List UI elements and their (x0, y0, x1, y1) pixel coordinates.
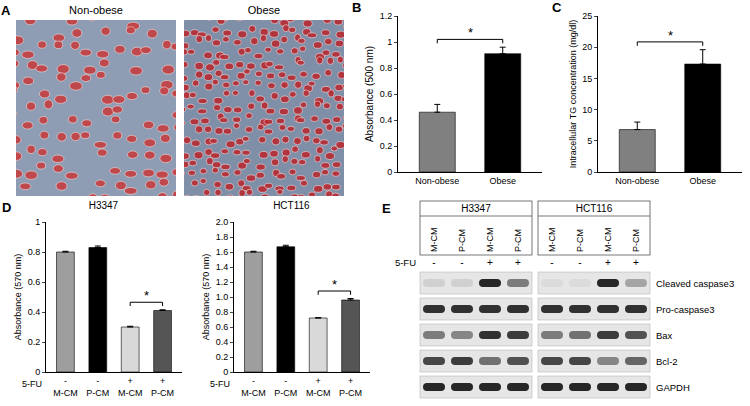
svg-text:1.0: 1.0 (216, 292, 229, 302)
svg-text:0.8: 0.8 (28, 247, 41, 257)
svg-text:+: + (633, 257, 639, 268)
svg-text:-M-CM: -M-CM (53, 376, 78, 398)
svg-text:0.4: 0.4 (216, 337, 229, 347)
svg-text:2.0: 2.0 (216, 217, 229, 227)
svg-text:1.4: 1.4 (216, 262, 229, 272)
svg-text:Absorbance (570 nm): Absorbance (570 nm) (201, 254, 211, 341)
svg-text:5: 5 (587, 136, 592, 146)
svg-text:1.6: 1.6 (216, 247, 229, 257)
svg-text:1.2: 1.2 (216, 277, 229, 287)
svg-text:Bcl-2: Bcl-2 (656, 356, 678, 367)
svg-text:-: - (432, 257, 435, 268)
svg-text:*: * (332, 277, 337, 292)
svg-text:H3347: H3347 (89, 200, 119, 211)
svg-text:Obese: Obese (489, 176, 516, 186)
svg-text:GAPDH: GAPDH (656, 382, 690, 393)
svg-text:-: - (460, 257, 463, 268)
svg-text:0: 0 (35, 367, 40, 377)
html-text:B: B (352, 0, 362, 15)
svg-text:-P-CM: -P-CM (274, 376, 297, 398)
svg-text:*: * (468, 25, 473, 40)
svg-text:+M-CM: +M-CM (118, 376, 143, 398)
svg-text:5-FU: 5-FU (210, 379, 230, 389)
svg-text:+: + (515, 257, 521, 268)
svg-text:Non-obese: Non-obese (615, 176, 659, 186)
svg-text:Cleaved caspase3: Cleaved caspase3 (656, 278, 734, 289)
svg-text:+: + (487, 257, 493, 268)
svg-text:A: A (1, 3, 11, 18)
svg-text:0.6: 0.6 (380, 89, 393, 99)
svg-text:M-CM: M-CM (547, 228, 557, 253)
svg-text:+M-CM: +M-CM (306, 376, 331, 398)
svg-text:Obese: Obese (689, 176, 716, 186)
svg-text:HCT116: HCT116 (576, 203, 613, 214)
svg-text:-P-CM: -P-CM (86, 376, 109, 398)
svg-text:25: 25 (582, 11, 592, 21)
svg-text:P-CM: P-CM (631, 229, 641, 252)
svg-text:P-CM: P-CM (513, 229, 523, 252)
svg-text:0: 0 (587, 167, 592, 177)
svg-text:10: 10 (582, 105, 592, 115)
svg-text:0.8: 0.8 (380, 63, 393, 73)
svg-text:1.8: 1.8 (216, 232, 229, 242)
svg-text:*: * (144, 288, 149, 303)
svg-text:0.8: 0.8 (216, 307, 229, 317)
svg-text:0.4: 0.4 (380, 115, 393, 125)
svg-text:-M-CM: -M-CM (241, 376, 266, 398)
svg-text:+P-CM: +P-CM (339, 376, 362, 398)
svg-text:1: 1 (387, 37, 392, 47)
svg-text:0.2: 0.2 (216, 352, 229, 362)
svg-text:0.2: 0.2 (28, 337, 41, 347)
svg-text:Bax: Bax (656, 330, 673, 341)
html-text:C: C (552, 0, 562, 15)
svg-text:P-CM: P-CM (457, 229, 467, 252)
svg-text:+: + (605, 257, 611, 268)
svg-text:Obese: Obese (248, 4, 280, 16)
svg-text:0: 0 (387, 167, 392, 177)
svg-text:-: - (550, 257, 553, 268)
svg-text:-: - (578, 257, 581, 268)
svg-text:5-FU: 5-FU (395, 257, 416, 268)
svg-text:20: 20 (582, 42, 592, 52)
svg-text:Non-obese: Non-obese (415, 176, 459, 186)
svg-text:M-CM: M-CM (603, 228, 613, 253)
svg-text:Absorbance (570 nm): Absorbance (570 nm) (13, 254, 23, 341)
svg-text:15: 15 (582, 74, 592, 84)
svg-text:Intracellular TG concentration: Intracellular TG concentration (mg/dl) (568, 20, 578, 168)
svg-text:M-CM: M-CM (429, 228, 439, 253)
svg-text:0.2: 0.2 (380, 141, 393, 151)
svg-text:P-CM: P-CM (575, 229, 585, 252)
svg-text:Pro-caspase3: Pro-caspase3 (656, 304, 715, 315)
svg-text:*: * (668, 28, 673, 43)
svg-text:0.6: 0.6 (28, 277, 41, 287)
svg-text:0: 0 (223, 367, 228, 377)
svg-text:5-FU: 5-FU (22, 379, 42, 389)
html-text:D: D (2, 200, 12, 215)
svg-text:+P-CM: +P-CM (151, 376, 174, 398)
svg-text:Absorbance (500 nm): Absorbance (500 nm) (364, 46, 375, 142)
svg-text:H3347: H3347 (461, 203, 491, 214)
svg-text:0.6: 0.6 (216, 322, 229, 332)
svg-text:1: 1 (35, 217, 40, 227)
svg-text:Non-obese: Non-obese (69, 4, 123, 16)
svg-text:E: E (382, 201, 391, 216)
svg-text:0.4: 0.4 (28, 307, 41, 317)
svg-text:HCT116: HCT116 (273, 200, 310, 211)
svg-text:M-CM: M-CM (485, 228, 495, 253)
svg-text:1.2: 1.2 (380, 11, 393, 21)
